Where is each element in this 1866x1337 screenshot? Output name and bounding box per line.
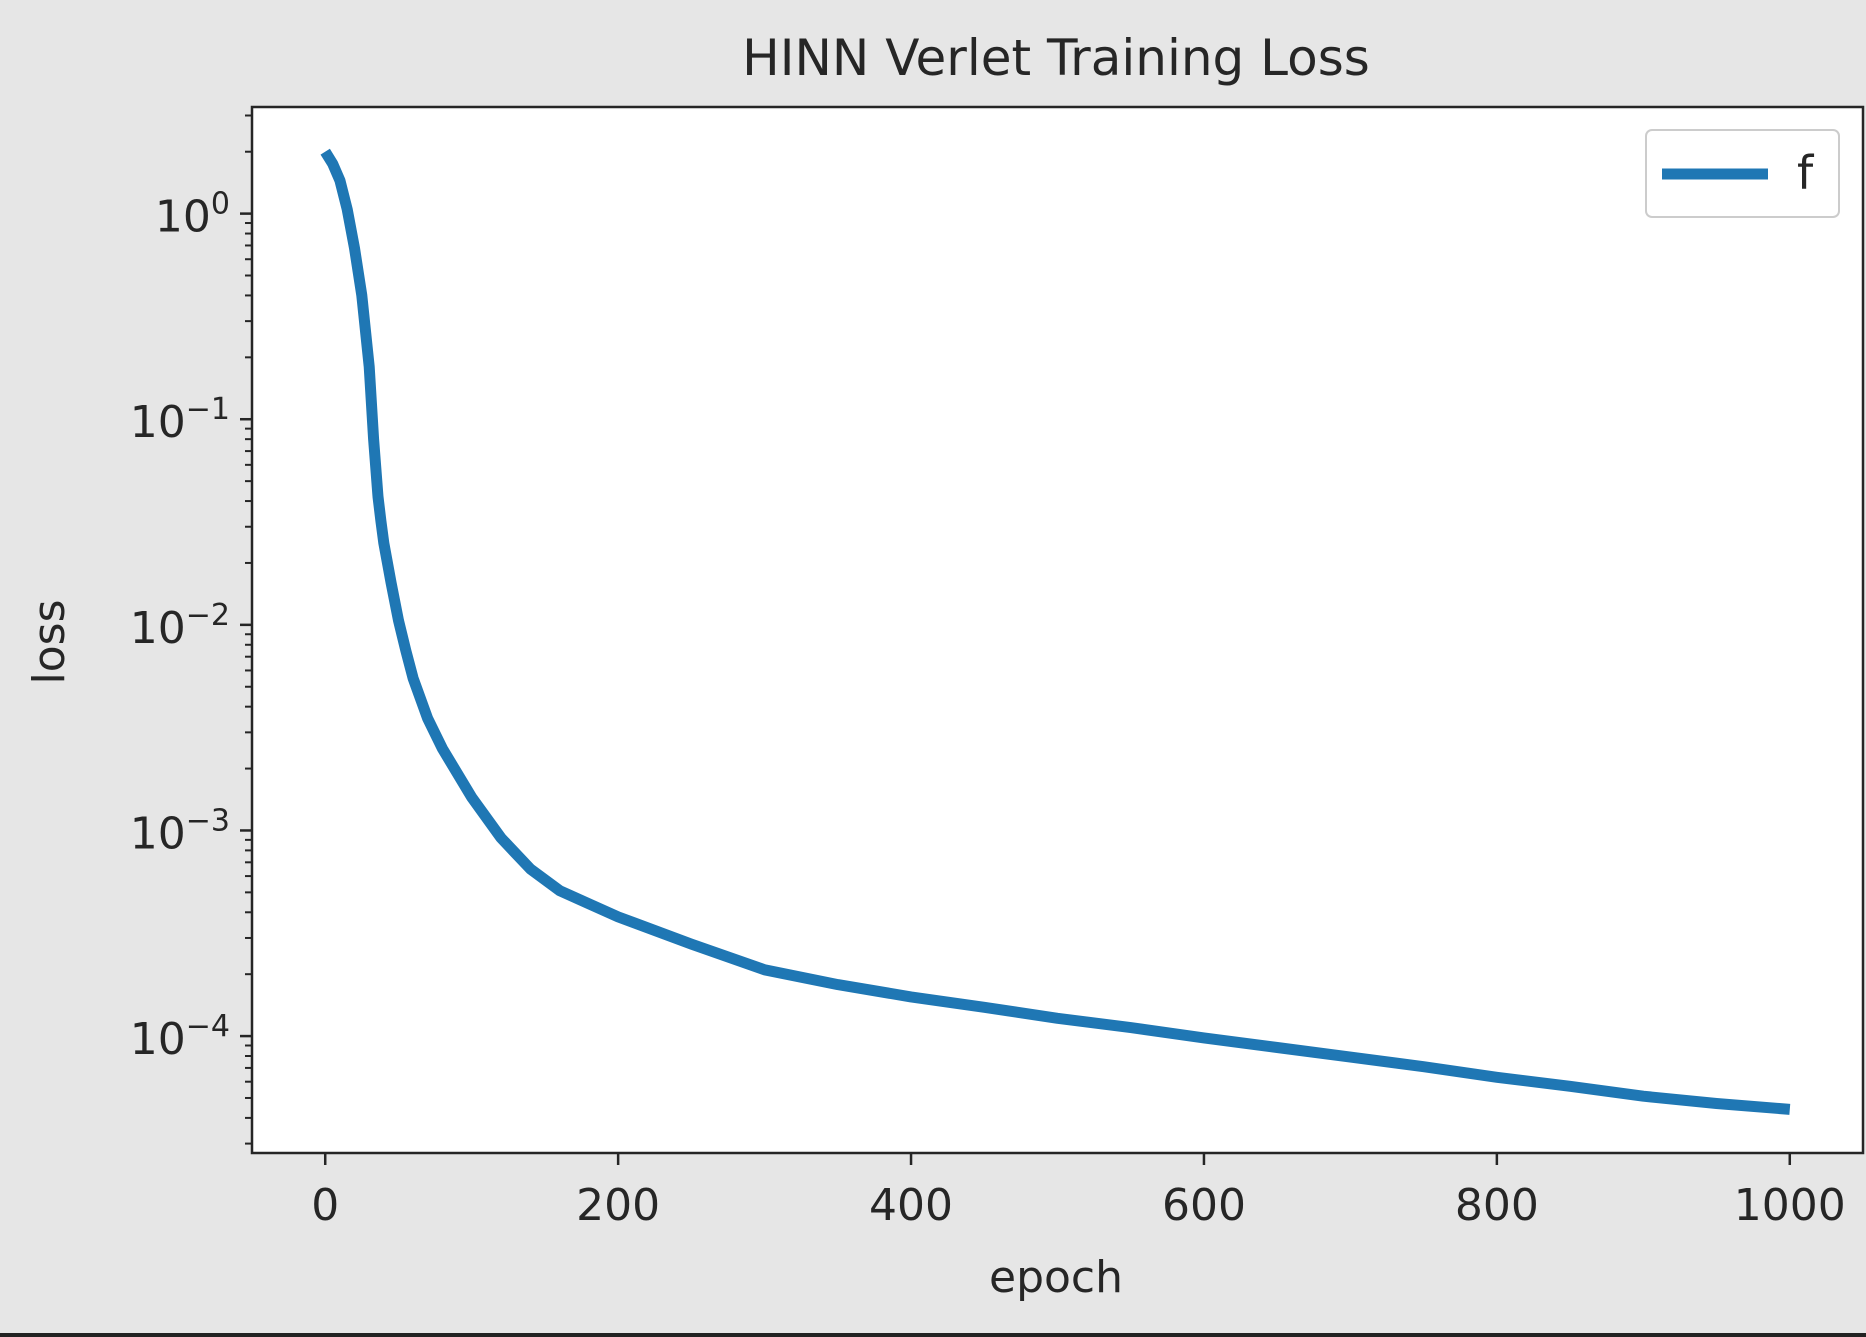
legend-label-f: f <box>1797 146 1815 200</box>
y-axis: 100 10−1 10−2 10−3 10−4 <box>130 114 252 1145</box>
x-tick-label: 400 <box>869 1180 953 1231</box>
y-tick-label: 10−1 <box>130 392 230 448</box>
x-axis-label: epoch <box>989 1252 1123 1303</box>
x-tick-label: 0 <box>311 1180 339 1231</box>
legend: f <box>1645 129 1840 218</box>
x-tick-label: 800 <box>1455 1180 1539 1231</box>
y-tick-label: 100 <box>155 187 230 243</box>
plot-area <box>252 107 1863 1153</box>
x-tick-label: 1000 <box>1734 1180 1846 1231</box>
series-line-f <box>320 148 1791 1115</box>
y-tick-label: 10−2 <box>130 598 230 654</box>
y-tick-label: 10−3 <box>130 803 230 859</box>
y-tick-label: 10−4 <box>130 1009 230 1065</box>
window-bottom-border <box>0 1333 1866 1337</box>
chart-title: HINN Verlet Training Loss <box>742 29 1370 87</box>
x-axis: 0 200 400 600 800 1000 <box>311 1153 1846 1231</box>
x-tick-label: 600 <box>1162 1180 1246 1231</box>
x-tick-label: 200 <box>576 1180 660 1231</box>
axes-frame <box>250 105 1865 1155</box>
y-axis-label: loss <box>24 600 75 685</box>
plot-layer <box>320 148 1791 1115</box>
